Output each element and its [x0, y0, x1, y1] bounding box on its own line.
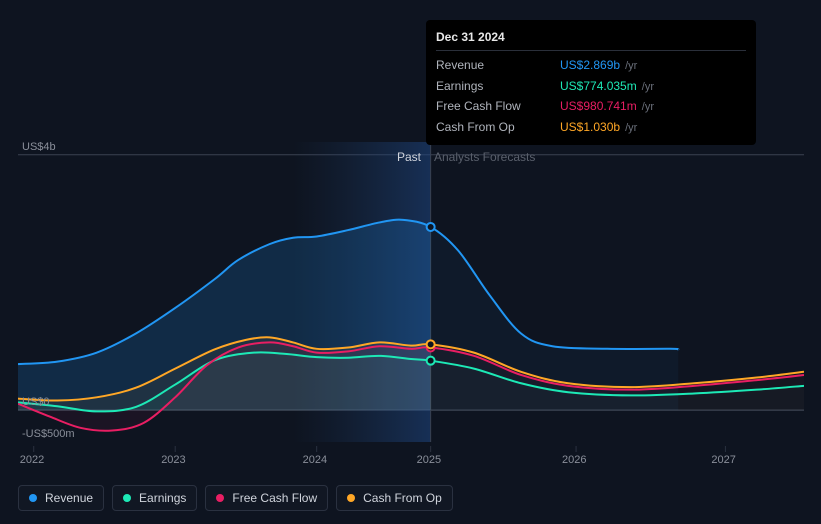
past-section-label: Past — [397, 150, 421, 164]
legend-dot-icon — [123, 494, 131, 502]
tooltip-row-value: US$980.741m /yr — [560, 96, 746, 117]
x-axis-label: 2022 — [20, 454, 44, 466]
legend-dot-icon — [216, 494, 224, 502]
tooltip-row: Earnings US$774.035m /yr — [436, 76, 746, 97]
legend-item-earnings[interactable]: Earnings — [112, 485, 197, 511]
tooltip-row-label: Earnings — [436, 76, 560, 97]
tooltip-row-value: US$774.035m /yr — [560, 76, 746, 97]
x-axis-label: 2025 — [417, 454, 441, 466]
x-axis-label: 2024 — [303, 454, 327, 466]
x-axis-label: 2027 — [711, 454, 735, 466]
legend-item-cfo[interactable]: Cash From Op — [336, 485, 453, 511]
tooltip-row: Free Cash Flow US$980.741m /yr — [436, 96, 746, 117]
legend-item-fcf[interactable]: Free Cash Flow — [205, 485, 328, 511]
legend-item-label: Earnings — [139, 491, 186, 505]
tooltip-row-label: Revenue — [436, 55, 560, 76]
tooltip-row-value: US$1.030b /yr — [560, 117, 746, 138]
legend-item-label: Free Cash Flow — [232, 491, 317, 505]
legend-dot-icon — [347, 494, 355, 502]
tooltip-date: Dec 31 2024 — [436, 28, 746, 51]
legend-item-label: Revenue — [45, 491, 93, 505]
x-axis-label: 2023 — [161, 454, 185, 466]
legend-item-label: Cash From Op — [363, 491, 442, 505]
y-axis-label: US$4b — [22, 141, 56, 153]
forecast-section-label: Analysts Forecasts — [434, 150, 535, 164]
chart-legend: Revenue Earnings Free Cash Flow Cash Fro… — [18, 485, 453, 511]
chart-tooltip: Dec 31 2024 Revenue US$2.869b /yr Earnin… — [426, 20, 756, 145]
tooltip-row-value: US$2.869b /yr — [560, 55, 746, 76]
tooltip-table: Revenue US$2.869b /yr Earnings US$774.03… — [436, 55, 746, 137]
legend-item-revenue[interactable]: Revenue — [18, 485, 104, 511]
tooltip-row: Revenue US$2.869b /yr — [436, 55, 746, 76]
x-axis-label: 2026 — [562, 454, 586, 466]
tooltip-row-label: Free Cash Flow — [436, 96, 560, 117]
tooltip-row-label: Cash From Op — [436, 117, 560, 138]
y-axis-label: US$0 — [22, 396, 50, 408]
legend-dot-icon — [29, 494, 37, 502]
y-axis-label: -US$500m — [22, 428, 75, 440]
tooltip-row: Cash From Op US$1.030b /yr — [436, 117, 746, 138]
